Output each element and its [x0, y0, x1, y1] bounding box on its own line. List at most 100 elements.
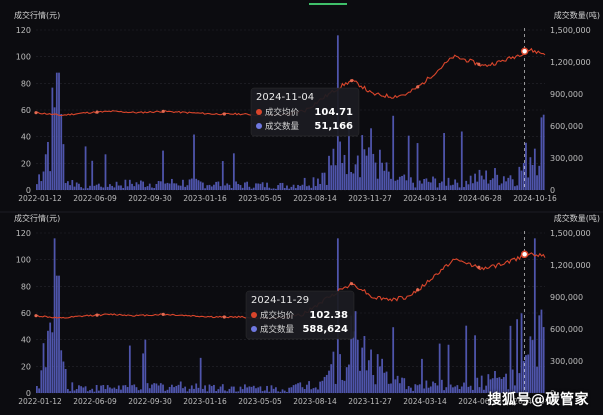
volume-bar — [418, 180, 421, 190]
volume-bar — [376, 178, 379, 190]
volume-bar — [392, 327, 395, 393]
tooltip-volume-label: 成交数量 — [260, 324, 295, 335]
volume-bar — [514, 186, 516, 190]
price-marker — [349, 282, 354, 286]
volume-bar — [215, 181, 218, 190]
volume-bar — [297, 383, 299, 393]
y-tick-right: 0 — [550, 186, 555, 195]
volume-bar — [317, 178, 319, 190]
volume-bar — [387, 171, 390, 190]
volume-bar — [410, 177, 412, 190]
volume-bar — [126, 387, 129, 393]
tooltip-volume-value: 588,624 — [302, 324, 348, 335]
x-tick: 2022-09-30 — [128, 397, 172, 406]
volume-bar — [93, 391, 96, 393]
volume-bar — [244, 182, 246, 190]
volume-bar — [476, 181, 479, 190]
volume-bar — [432, 176, 434, 190]
x-tick: 2024-06-28 — [458, 397, 502, 406]
volume-bar — [390, 178, 392, 190]
volume-bar — [78, 385, 80, 393]
y-tick-left: 120 — [16, 229, 31, 238]
y-tick-right: 600,000 — [550, 325, 583, 334]
volume-bar — [272, 388, 275, 393]
volume-bar — [385, 162, 388, 190]
volume-bar — [217, 389, 220, 393]
tooltip-volume-dot — [251, 326, 257, 332]
volume-bar — [190, 178, 193, 190]
volume-bar — [86, 391, 89, 393]
volume-bar — [252, 385, 255, 393]
volume-bar — [308, 185, 310, 190]
volume-bar — [359, 370, 361, 393]
volume-bar — [146, 186, 149, 190]
volume-bar — [184, 386, 187, 393]
volume-bar — [354, 164, 357, 190]
volume-bar — [317, 389, 319, 393]
volume-bar — [478, 169, 481, 190]
volume-bar — [507, 177, 510, 190]
volume-bar — [266, 182, 268, 190]
volume-bar — [259, 386, 262, 393]
volume-bar — [97, 390, 100, 393]
volume-bar — [294, 384, 297, 393]
volume-bar — [491, 178, 494, 190]
tooltip-box — [250, 87, 360, 137]
volume-bar — [518, 166, 521, 190]
volume-bar — [339, 354, 341, 393]
volume-bar — [423, 388, 426, 393]
volume-bar — [542, 327, 545, 393]
volume-bar — [270, 385, 273, 393]
y-tick-left: 120 — [16, 26, 31, 35]
volume-bar — [179, 381, 182, 393]
volume-bar — [157, 180, 160, 190]
volume-bar — [387, 383, 390, 393]
volume-bar — [321, 172, 324, 190]
volume-bar — [182, 179, 184, 190]
volume-bar — [514, 385, 516, 393]
volume-bar — [279, 182, 282, 190]
volume-bar — [146, 383, 149, 393]
volume-bar — [341, 379, 344, 393]
volume-bar — [447, 177, 450, 190]
volume-bar — [199, 357, 202, 393]
volume-bar — [128, 179, 131, 190]
x-tick: 2022-06-09 — [73, 397, 117, 406]
volume-bar — [42, 343, 45, 393]
volume-bar — [323, 376, 326, 393]
volume-bar — [469, 175, 472, 190]
volume-bar — [529, 336, 532, 393]
volume-bar — [454, 386, 457, 393]
volume-bar — [133, 186, 136, 190]
volume-bar — [131, 385, 133, 393]
volume-bar — [350, 171, 353, 190]
volume-bar — [42, 171, 45, 190]
volume-bar — [36, 385, 38, 393]
volume-bar — [164, 183, 167, 190]
volume-bar — [188, 179, 191, 190]
volume-bar — [522, 162, 525, 190]
volume-bar — [303, 389, 306, 393]
volume-bar — [250, 188, 253, 190]
volume-bar — [115, 181, 118, 190]
y-tick-right: 900,000 — [550, 90, 583, 99]
volume-bar — [540, 309, 543, 393]
volume-bar — [427, 387, 430, 393]
volume-bar — [197, 180, 200, 190]
volume-bar — [106, 385, 109, 393]
volume-bar — [241, 187, 244, 190]
volume-bar — [226, 391, 229, 393]
volume-bar — [467, 184, 470, 190]
volume-bar — [281, 389, 284, 393]
volume-bar — [498, 185, 501, 190]
volume-bar — [173, 387, 175, 393]
volume-bar — [95, 385, 98, 393]
y-tick-right: 300,000 — [550, 154, 583, 163]
volume-bar — [193, 134, 195, 190]
volume-bar — [299, 382, 302, 393]
volume-bar — [235, 181, 237, 190]
volume-bar — [168, 386, 171, 393]
volume-bar — [525, 142, 527, 190]
volume-bar — [84, 386, 87, 393]
volume-bar — [104, 154, 107, 190]
